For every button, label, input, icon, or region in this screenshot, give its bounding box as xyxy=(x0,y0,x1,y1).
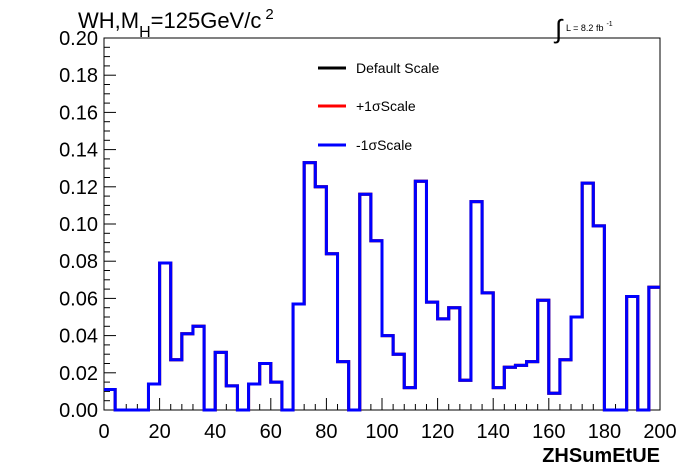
legend-label-plus1sigma: +1σScale xyxy=(356,98,416,114)
legend-label-minus1sigma: -1σScale xyxy=(356,137,412,153)
legend: Default Scale +1σScale -1σScale xyxy=(318,60,439,153)
lumi-text: L = 8.2 fb xyxy=(566,23,603,33)
y-axis: 0.00 0.02 0.04 0.06 0.08 0.10 0.12 0.14 0.16 0.18… xyxy=(59,28,116,422)
chart-title: WH,MH=125GeV/c 2 xyxy=(78,6,274,41)
lumi-label: L = 8.2 fb -1 xyxy=(566,21,613,33)
x-tick-label: 20 xyxy=(148,421,170,443)
y-tick-label: 0.08 xyxy=(59,251,98,273)
title-rest: =125GeV/c xyxy=(151,8,262,33)
y-tick-label: 0.18 xyxy=(59,65,98,87)
plot-frame xyxy=(103,37,661,411)
legend-label-default: Default Scale xyxy=(356,60,439,76)
x-tick-label: 100 xyxy=(365,421,398,443)
x-tick-label: 40 xyxy=(204,421,226,443)
title-main: WH,M xyxy=(78,8,139,33)
y-tick-label: 0.04 xyxy=(59,326,98,348)
y-tick-label: 0.14 xyxy=(59,140,98,162)
x-tick-label: 0 xyxy=(98,421,109,443)
y-tick-label: 0.06 xyxy=(59,288,98,310)
x-axis-label: ZHSumEtUE xyxy=(542,445,660,467)
series-layer xyxy=(104,161,660,412)
x-tick-label: 200 xyxy=(643,421,676,443)
y-tick-label: 0.02 xyxy=(59,363,98,385)
y-tick-label: 0.00 xyxy=(59,400,98,422)
title-superscript: 2 xyxy=(265,6,273,23)
x-tick-label: 60 xyxy=(260,421,282,443)
x-tick-label: 180 xyxy=(588,421,621,443)
title-subscript: H xyxy=(139,24,151,41)
x-tick-label: 80 xyxy=(315,421,337,443)
x-axis: 0 20 40 60 80 100 120 140 160 180 200 xyxy=(98,398,677,443)
x-tick-label: 120 xyxy=(421,421,454,443)
x-tick-label: 140 xyxy=(477,421,510,443)
x-tick-label: 160 xyxy=(532,421,565,443)
lumi-superscript: -1 xyxy=(606,21,612,28)
y-tick-label: 0.20 xyxy=(59,28,98,50)
series-line-2 xyxy=(104,161,660,412)
y-tick-label: 0.10 xyxy=(59,214,98,236)
y-tick-label: 0.12 xyxy=(59,177,98,199)
y-tick-label: 0.16 xyxy=(59,102,98,124)
lumi-integral-icon: ∫ xyxy=(553,14,564,44)
